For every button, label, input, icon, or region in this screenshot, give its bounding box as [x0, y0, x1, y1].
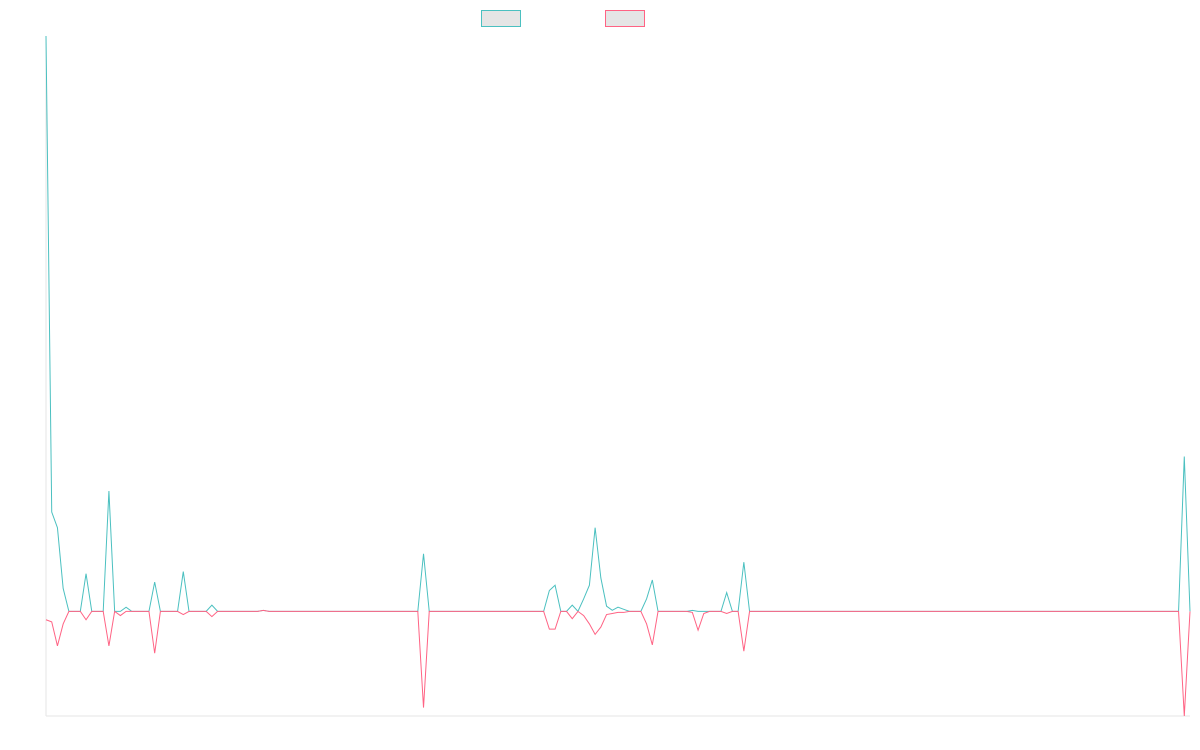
legend-swatch-1[interactable]: [481, 10, 521, 27]
legend[interactable]: [481, 10, 645, 27]
series-line-1: [45, 35, 1191, 613]
plot-area: [45, 35, 1191, 717]
series-line-2: [45, 609, 1191, 717]
legend-swatch-2[interactable]: [605, 10, 645, 27]
